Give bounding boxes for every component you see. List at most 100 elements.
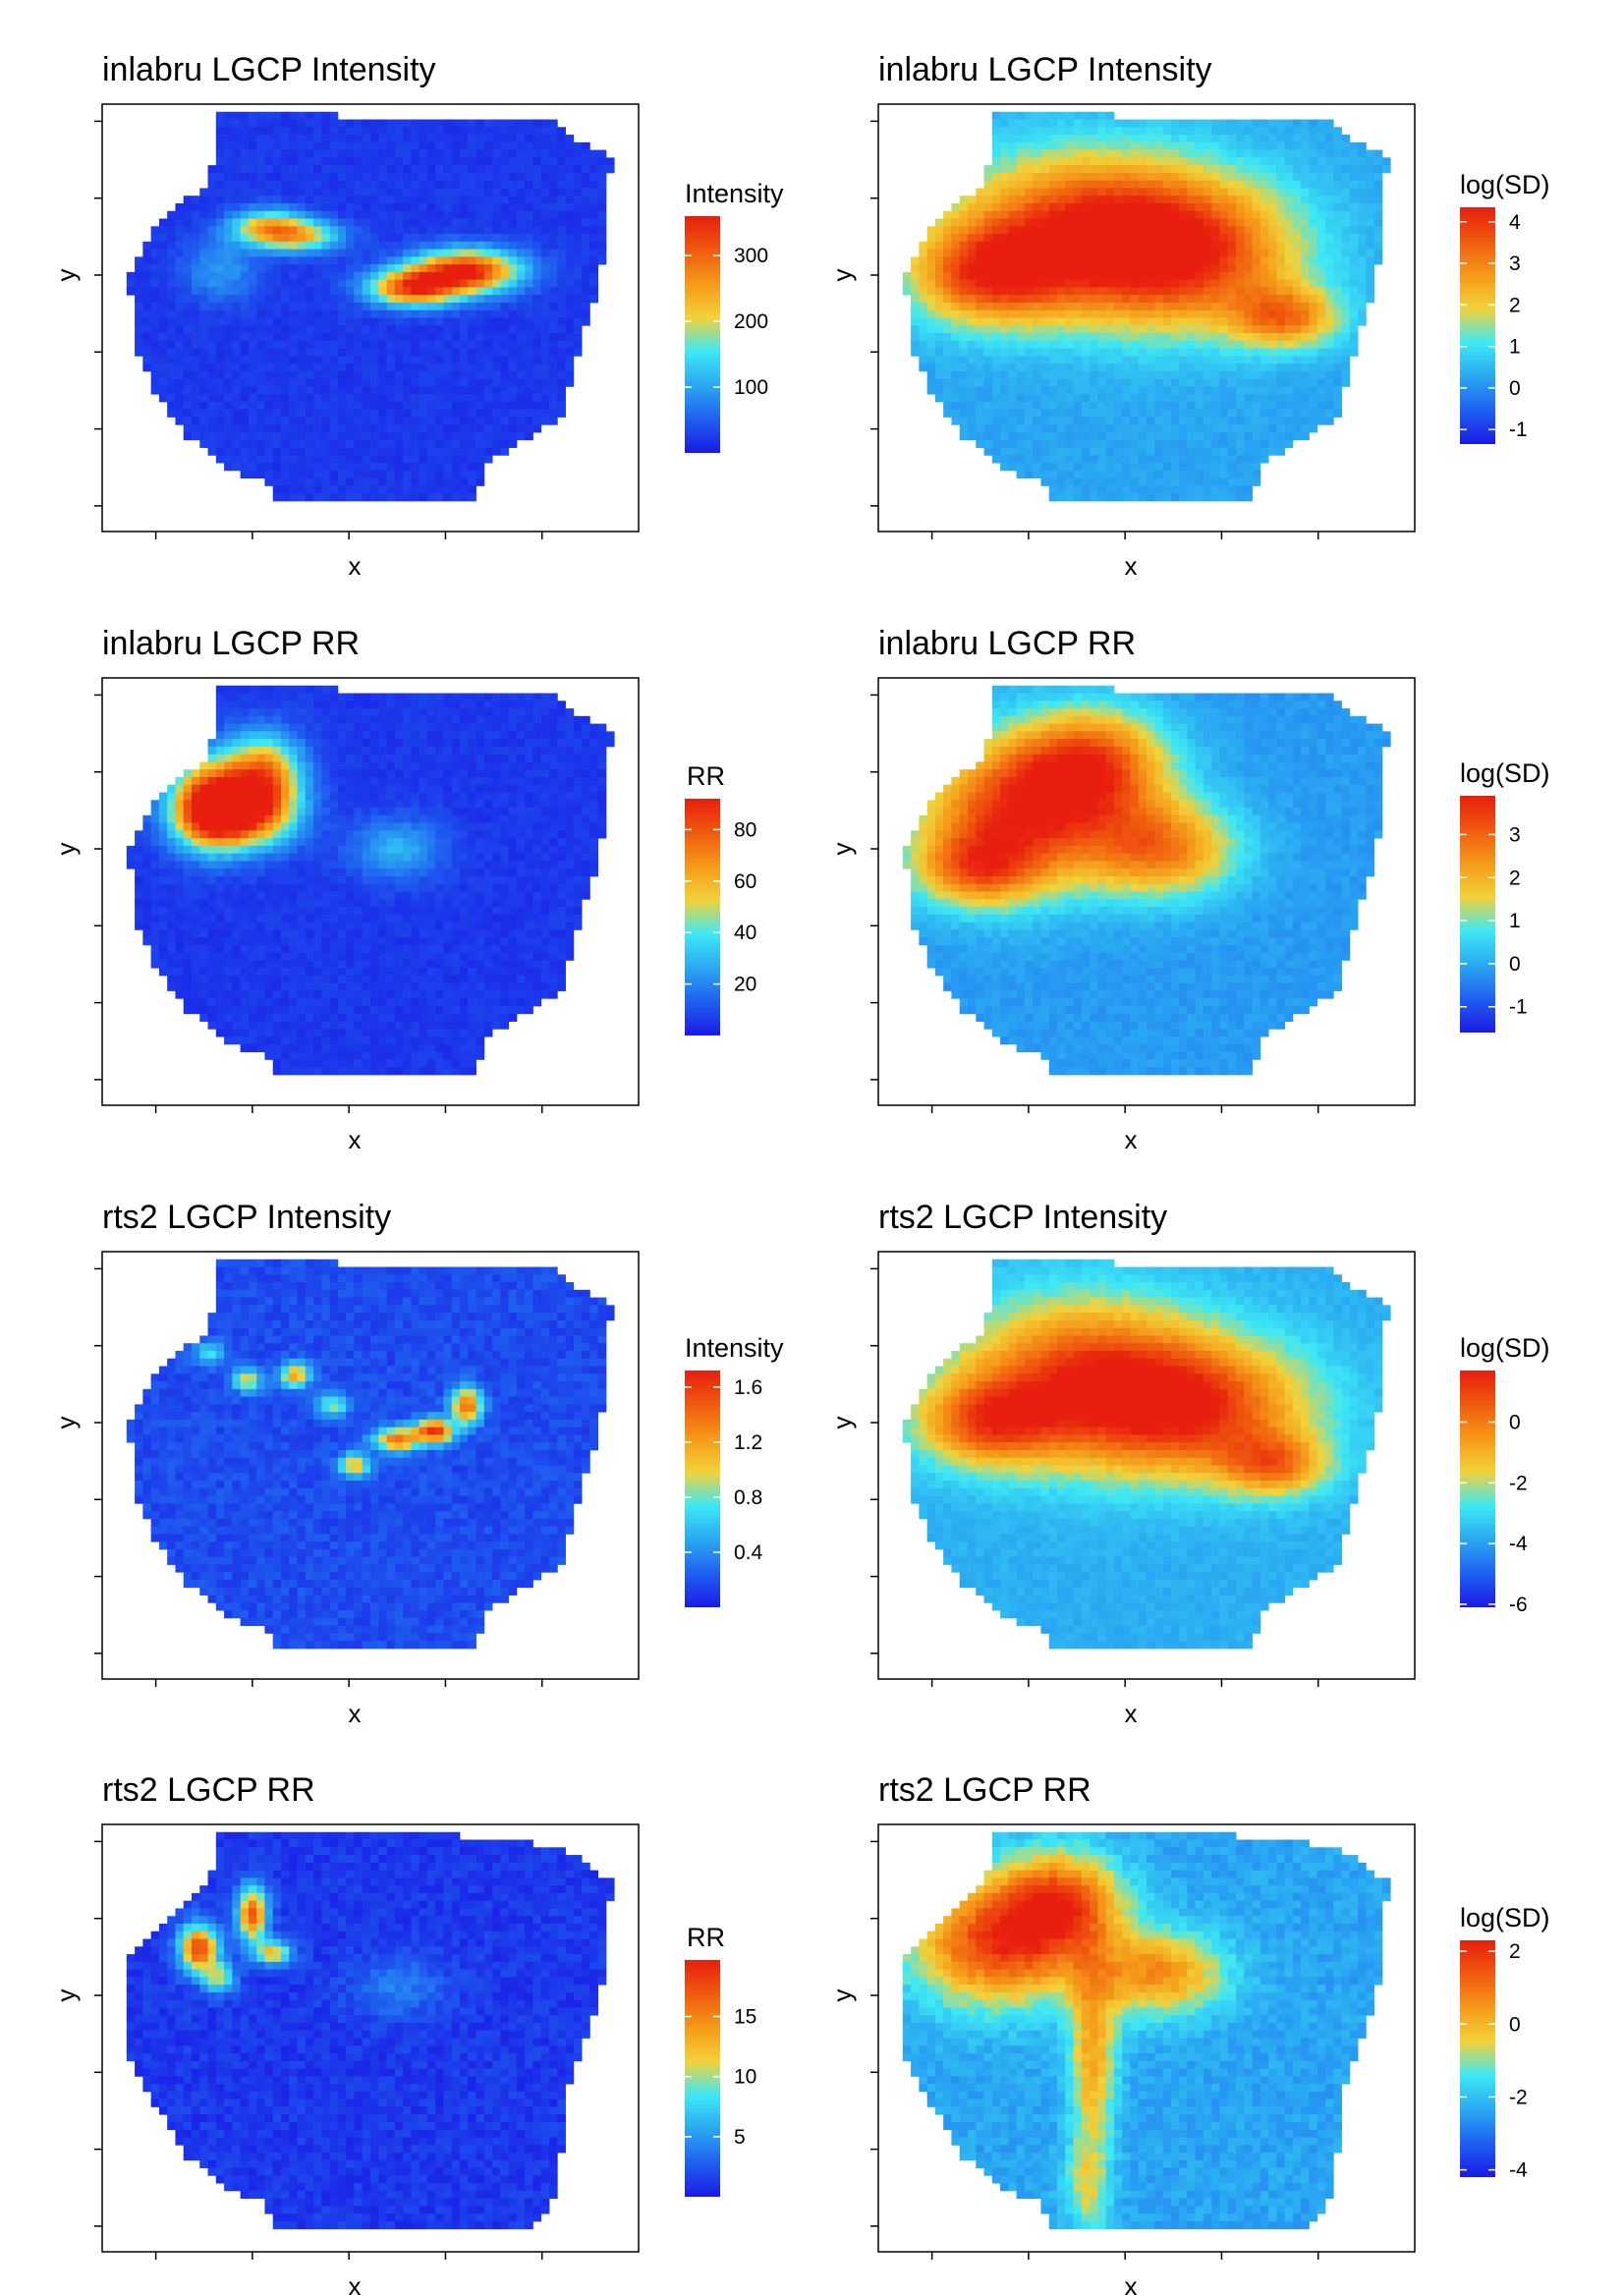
heatmap-cell xyxy=(460,370,469,380)
heatmap-cell xyxy=(1236,202,1245,212)
heatmap-cell xyxy=(256,356,265,364)
heatmap-cell xyxy=(329,119,339,128)
heatmap-cell xyxy=(1244,172,1253,182)
heatmap-cell xyxy=(460,241,469,250)
heatmap-cell xyxy=(370,226,379,235)
heatmap-cell xyxy=(370,378,379,387)
heatmap-cell xyxy=(1073,218,1083,227)
heatmap-cell xyxy=(1138,325,1148,334)
heatmap-cell xyxy=(411,409,420,418)
heatmap-cell xyxy=(1252,424,1261,433)
heatmap-cell xyxy=(1040,226,1050,235)
heatmap-cell xyxy=(1244,241,1253,250)
heatmap-cell xyxy=(532,309,542,318)
heatmap-cell xyxy=(959,432,969,441)
heatmap-cell xyxy=(1081,226,1091,235)
heatmap-cell xyxy=(337,432,347,441)
heatmap-cell xyxy=(943,302,952,311)
heatmap-cell xyxy=(1203,218,1212,227)
heatmap-cell xyxy=(1333,271,1342,281)
heatmap-cell xyxy=(1048,394,1058,403)
heatmap-cell xyxy=(1316,127,1326,136)
heatmap-cell xyxy=(1057,356,1066,364)
heatmap-cell xyxy=(1236,234,1245,243)
heatmap-cell xyxy=(565,226,575,235)
heatmap-cell xyxy=(1219,188,1229,196)
heatmap-cell xyxy=(1130,463,1140,472)
heatmap-cell xyxy=(549,317,558,326)
heatmap-cell xyxy=(1187,196,1197,204)
heatmap-cell xyxy=(419,432,428,441)
heatmap-cell xyxy=(289,295,298,304)
heatmap-cell xyxy=(207,202,217,212)
heatmap-cell xyxy=(1097,356,1107,364)
heatmap-cell xyxy=(362,218,371,227)
heatmap-cell xyxy=(192,256,200,265)
heatmap-cell xyxy=(403,325,412,334)
heatmap-cell xyxy=(142,868,152,877)
heatmap-cell xyxy=(435,241,444,250)
heatmap-cell xyxy=(976,401,984,411)
heatmap-cell xyxy=(354,119,364,128)
heatmap-cell xyxy=(1284,271,1294,281)
heatmap-cell xyxy=(337,119,347,128)
heatmap-cell xyxy=(394,279,404,288)
heatmap-cell xyxy=(468,386,476,395)
heatmap-cell xyxy=(329,226,339,235)
heatmap-cell xyxy=(321,424,331,433)
heatmap-cell xyxy=(525,127,533,136)
heatmap-cell xyxy=(1373,196,1383,204)
heatmap-cell xyxy=(492,141,501,151)
heatmap-cell xyxy=(378,295,387,304)
heatmap-cell xyxy=(1268,188,1277,196)
heatmap-cell xyxy=(224,447,233,456)
heatmap-cell xyxy=(582,210,590,219)
heatmap-cell xyxy=(525,141,533,151)
heatmap-cell xyxy=(1081,417,1091,425)
heatmap-cell xyxy=(1292,119,1302,128)
heatmap-cell xyxy=(207,340,217,349)
heatmap-cell xyxy=(1016,356,1026,364)
heatmap-cell xyxy=(525,356,533,364)
heatmap-cell xyxy=(1065,417,1074,425)
heatmap-cell xyxy=(934,279,944,288)
heatmap-cell xyxy=(272,325,282,334)
heatmap-cell xyxy=(1170,477,1180,486)
heatmap-cell xyxy=(991,149,1001,158)
heatmap-cell xyxy=(362,264,371,273)
heatmap-cell xyxy=(1024,455,1034,464)
heatmap-cell xyxy=(443,141,453,151)
heatmap-cell xyxy=(1138,409,1148,418)
heatmap-cell xyxy=(435,180,444,189)
heatmap-cell xyxy=(272,302,282,311)
heatmap-cell xyxy=(1040,241,1050,250)
heatmap-cell xyxy=(1130,271,1140,281)
heatmap-cell xyxy=(1130,386,1140,395)
heatmap-cell xyxy=(589,202,599,212)
heatmap-cell xyxy=(370,386,379,395)
heatmap-cell xyxy=(1048,202,1058,212)
heatmap-cell xyxy=(1260,401,1269,411)
heatmap-cell xyxy=(468,485,476,494)
heatmap-cell xyxy=(1358,317,1367,326)
heatmap-cell xyxy=(557,325,566,334)
heatmap-cell xyxy=(411,356,420,364)
heatmap-cell xyxy=(1097,325,1107,334)
heatmap-cell xyxy=(468,135,476,143)
heatmap-cell xyxy=(1227,348,1237,357)
heatmap-cell xyxy=(435,127,444,136)
heatmap-cell xyxy=(443,455,453,464)
heatmap-cell xyxy=(1122,202,1131,212)
heatmap-cell xyxy=(297,256,307,265)
heatmap-cell xyxy=(232,409,242,418)
heatmap-cell xyxy=(1033,111,1041,120)
heatmap-cell xyxy=(573,202,583,212)
heatmap-cell xyxy=(926,309,936,318)
heatmap-cell xyxy=(1065,287,1074,296)
heatmap-cell xyxy=(549,256,558,265)
heatmap-cell xyxy=(248,271,257,281)
heatmap-cell xyxy=(346,302,355,311)
heatmap-cell xyxy=(158,295,168,304)
legend-tick-label: 4 xyxy=(1509,211,1521,234)
heatmap-cell xyxy=(337,234,347,243)
